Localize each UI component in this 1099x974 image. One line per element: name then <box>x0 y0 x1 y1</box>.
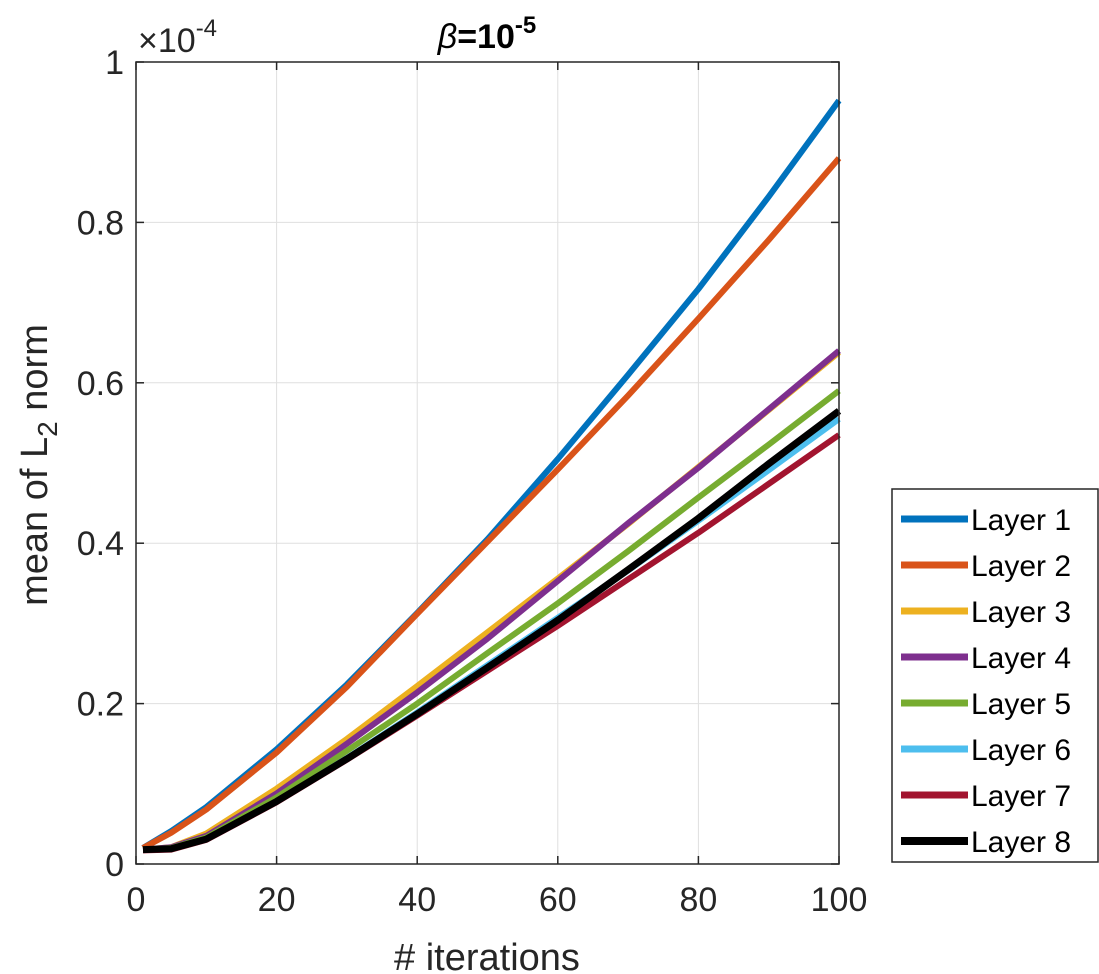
y-label-suffix: norm <box>14 324 56 421</box>
legend-label: Layer 7 <box>971 780 1071 813</box>
legend-box <box>891 488 1099 863</box>
legend-label: Layer 3 <box>971 596 1071 629</box>
y-tick-label: 1 <box>105 44 124 82</box>
y-label-prefix: mean of L <box>14 437 56 606</box>
legend-label: Layer 6 <box>971 734 1071 767</box>
y-tick-label: 0.4 <box>77 525 124 563</box>
legend-entry-layer-1: Layer 1 <box>901 504 1071 537</box>
axes-box <box>135 61 840 865</box>
x-tick-label: 60 <box>539 881 577 919</box>
x-tick-label: 20 <box>258 881 296 919</box>
legend-label: Layer 8 <box>971 826 1071 859</box>
legend-entry-layer-4: Layer 4 <box>901 642 1071 675</box>
title-exponent: -5 <box>515 12 536 39</box>
legend-entry-layer-5: Layer 5 <box>901 688 1071 721</box>
x-tick-label: 40 <box>398 881 436 919</box>
legend-label: Layer 2 <box>971 550 1071 583</box>
x-axis-label: # iterations <box>394 937 580 974</box>
y-tick-label: 0.8 <box>77 204 124 242</box>
y-label-subscript: 2 <box>32 421 63 437</box>
y-ticks: 0 0.2 0.4 0.6 0.8 1 <box>77 44 839 884</box>
y-tick-label: 0.6 <box>77 365 124 403</box>
legend-label: Layer 4 <box>971 642 1071 675</box>
series-line-layer-2 <box>141 156 842 851</box>
legend-entry-layer-7: Layer 7 <box>901 780 1071 813</box>
legend-label: Layer 5 <box>971 688 1071 721</box>
legend-entry-layer-2: Layer 2 <box>901 550 1071 583</box>
x-ticks: 0 20 40 60 80 100 <box>127 62 868 919</box>
y-axis-label: mean of L2 norm <box>14 324 63 606</box>
x-tick-label: 100 <box>811 881 868 919</box>
legend-entry-layer-3: Layer 3 <box>901 596 1071 629</box>
y-multiplier: ×10-4 <box>138 15 217 60</box>
x-tick-label: 0 <box>127 881 146 919</box>
title-equals: =10 <box>457 18 515 56</box>
y-multiplier-base: ×10 <box>138 22 196 60</box>
series-line-layer-8 <box>142 408 842 854</box>
x-tick-label: 80 <box>679 881 717 919</box>
y-multiplier-exponent: -4 <box>196 15 217 42</box>
title-beta-symbol: β <box>437 18 457 56</box>
legend-label: Layer 1 <box>971 504 1071 537</box>
legend: Layer 1 Layer 2 Layer 3 Layer 4 Layer 5 Layer… <box>891 488 1099 863</box>
legend-entry-layer-8: Layer 8 <box>901 826 1071 859</box>
y-tick-label: 0 <box>105 846 124 884</box>
y-tick-label: 0.2 <box>77 686 124 724</box>
chart-title: β=10-5 <box>437 12 536 56</box>
series-lines <box>141 98 842 854</box>
legend-entry-layer-6: Layer 6 <box>901 734 1071 767</box>
